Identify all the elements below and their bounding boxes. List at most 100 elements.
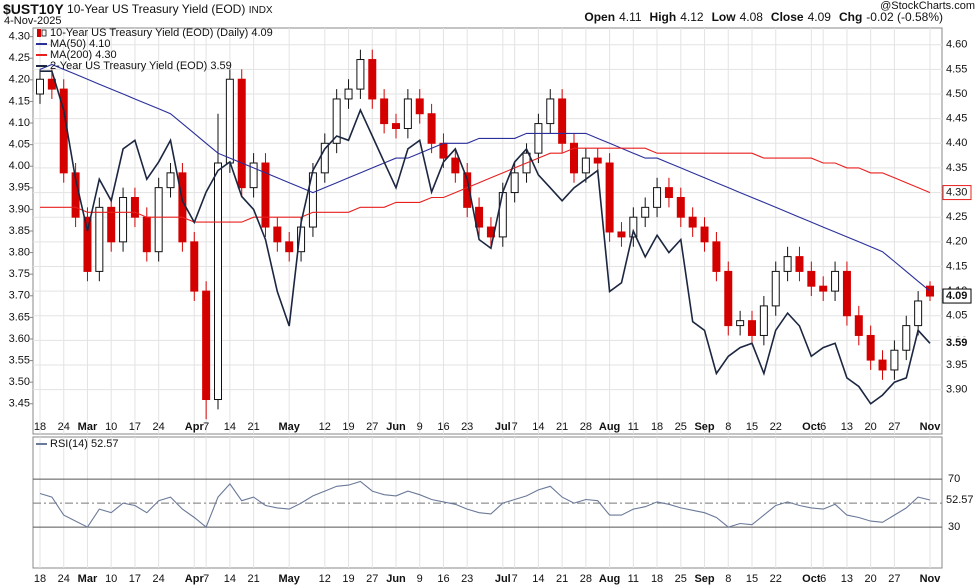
- x-tick-label: 22: [770, 573, 782, 585]
- candle-body: [368, 59, 377, 100]
- x-tick-label: 21: [556, 421, 568, 433]
- x-tick-label: Jun: [386, 421, 406, 433]
- value-tag: [943, 336, 971, 351]
- x-tick-label: Aug: [599, 573, 620, 585]
- x-tick-label: 11: [628, 421, 639, 433]
- x-tick-label: 14: [224, 421, 236, 433]
- x-tick-label: Jul: [495, 421, 511, 433]
- candle-body: [154, 187, 163, 253]
- x-tick-label: 18: [651, 421, 663, 433]
- candle-body: [344, 88, 353, 100]
- candle-body: [510, 172, 519, 194]
- candle-body: [558, 98, 567, 144]
- x-tick-label: 19: [342, 573, 354, 585]
- candle-body: [392, 123, 400, 130]
- candle-body: [498, 192, 507, 238]
- x-tick-label: 21: [556, 573, 568, 585]
- y-tick-label: 3.65: [9, 311, 30, 323]
- y-tick-label: 3.90: [9, 203, 30, 215]
- candle-body: [878, 359, 887, 371]
- x-tick-label: 7: [203, 573, 209, 585]
- x-tick-label: 18: [651, 573, 663, 585]
- y2-tick-label: 4.60: [946, 39, 967, 51]
- x-tick-label: 14: [532, 573, 544, 585]
- series-line: [40, 70, 931, 405]
- candle-body: [451, 157, 460, 174]
- quote-value: 4.08: [740, 10, 764, 24]
- x-tick-label: 23: [461, 573, 473, 585]
- value-tag: [942, 288, 972, 304]
- x-tick-label: 19: [342, 421, 354, 433]
- candle-body: [854, 315, 863, 336]
- candle-body: [926, 285, 934, 297]
- y2-tick-label: 4.35: [946, 162, 967, 174]
- candle-body: [617, 231, 626, 238]
- x-tick-label: 16: [437, 573, 449, 585]
- x-tick-label: 24: [153, 421, 165, 433]
- x-tick-label: 14: [224, 573, 236, 585]
- series-line: [39, 480, 931, 528]
- candle-body: [534, 123, 543, 154]
- candle-body: [190, 241, 199, 292]
- candle-body: [605, 162, 614, 233]
- candle-body: [593, 157, 602, 164]
- candle-body: [759, 305, 768, 336]
- exchange: INDX: [249, 5, 273, 16]
- date: 4-Nov-2025: [4, 15, 61, 27]
- legend-label: MA(200) 4.30: [50, 49, 117, 61]
- candle-body: [700, 226, 709, 243]
- x-tick-label: 13: [841, 573, 853, 585]
- x-tick-label: 17: [129, 573, 141, 585]
- instrument-name: 10-Year US Treasury Yield (EOD): [67, 2, 245, 16]
- y2-tick-label: 3.90: [946, 384, 967, 396]
- candle-body: [570, 142, 578, 174]
- x-tick-label: 7: [203, 421, 209, 433]
- candle-body: [795, 256, 804, 272]
- candle-body: [831, 270, 840, 292]
- y2-tick-label: 4.25: [946, 211, 967, 223]
- x-tick-label: 28: [580, 573, 592, 585]
- y-tick-label: 3.55: [9, 354, 30, 366]
- x-tick-label: 16: [437, 421, 449, 433]
- symbol: $UST10Y: [3, 1, 64, 17]
- candle-body: [403, 98, 412, 130]
- y2-tick-label: 3.95: [946, 359, 967, 371]
- candle-body: [842, 270, 851, 317]
- quote-value: 4.09: [808, 10, 832, 24]
- x-tick-label: Oct: [802, 573, 821, 585]
- candle-body: [415, 98, 424, 115]
- x-tick-label: 15: [746, 421, 758, 433]
- x-tick-label: 25: [675, 573, 687, 585]
- x-tick-label: 27: [888, 573, 900, 585]
- x-tick-label: 18: [34, 573, 46, 585]
- candle-body: [664, 187, 673, 198]
- x-tick-label: 23: [461, 421, 473, 433]
- x-tick-label: 22: [770, 421, 782, 433]
- x-tick-label: 8: [725, 573, 731, 585]
- y-tick-label: 3.80: [9, 247, 30, 259]
- quote-value: -0.02 (-0.58%): [866, 10, 943, 24]
- x-tick-label: 11: [628, 573, 639, 585]
- x-tick-label: 10: [105, 421, 117, 433]
- quote-label: Close: [771, 10, 804, 24]
- y2-tick-label: 4.55: [946, 63, 967, 75]
- legend-label: 2-Year US Treasury Yield (EOD) 3.59: [50, 60, 232, 72]
- x-tick-label: Aug: [599, 421, 620, 433]
- value-tag-label: 4.09: [946, 290, 967, 302]
- y2-tick-label: 4.05: [946, 310, 967, 322]
- x-tick-label: Jul: [495, 573, 511, 585]
- x-tick-label: 21: [247, 573, 259, 585]
- candle-body: [902, 325, 911, 351]
- x-tick-label: 27: [366, 573, 378, 585]
- candle-body: [273, 226, 282, 243]
- quote-value: 4.11: [619, 10, 642, 24]
- candle-body: [356, 59, 365, 90]
- y2-tick-label: 4.15: [946, 260, 967, 272]
- candle-body: [807, 270, 816, 287]
- x-tick-label: Apr: [185, 573, 205, 585]
- series-line: [39, 63, 931, 292]
- candle-body: [427, 113, 436, 144]
- candle-body: [332, 98, 341, 144]
- value-tag: [942, 185, 972, 201]
- x-tick-label: 6: [820, 573, 826, 585]
